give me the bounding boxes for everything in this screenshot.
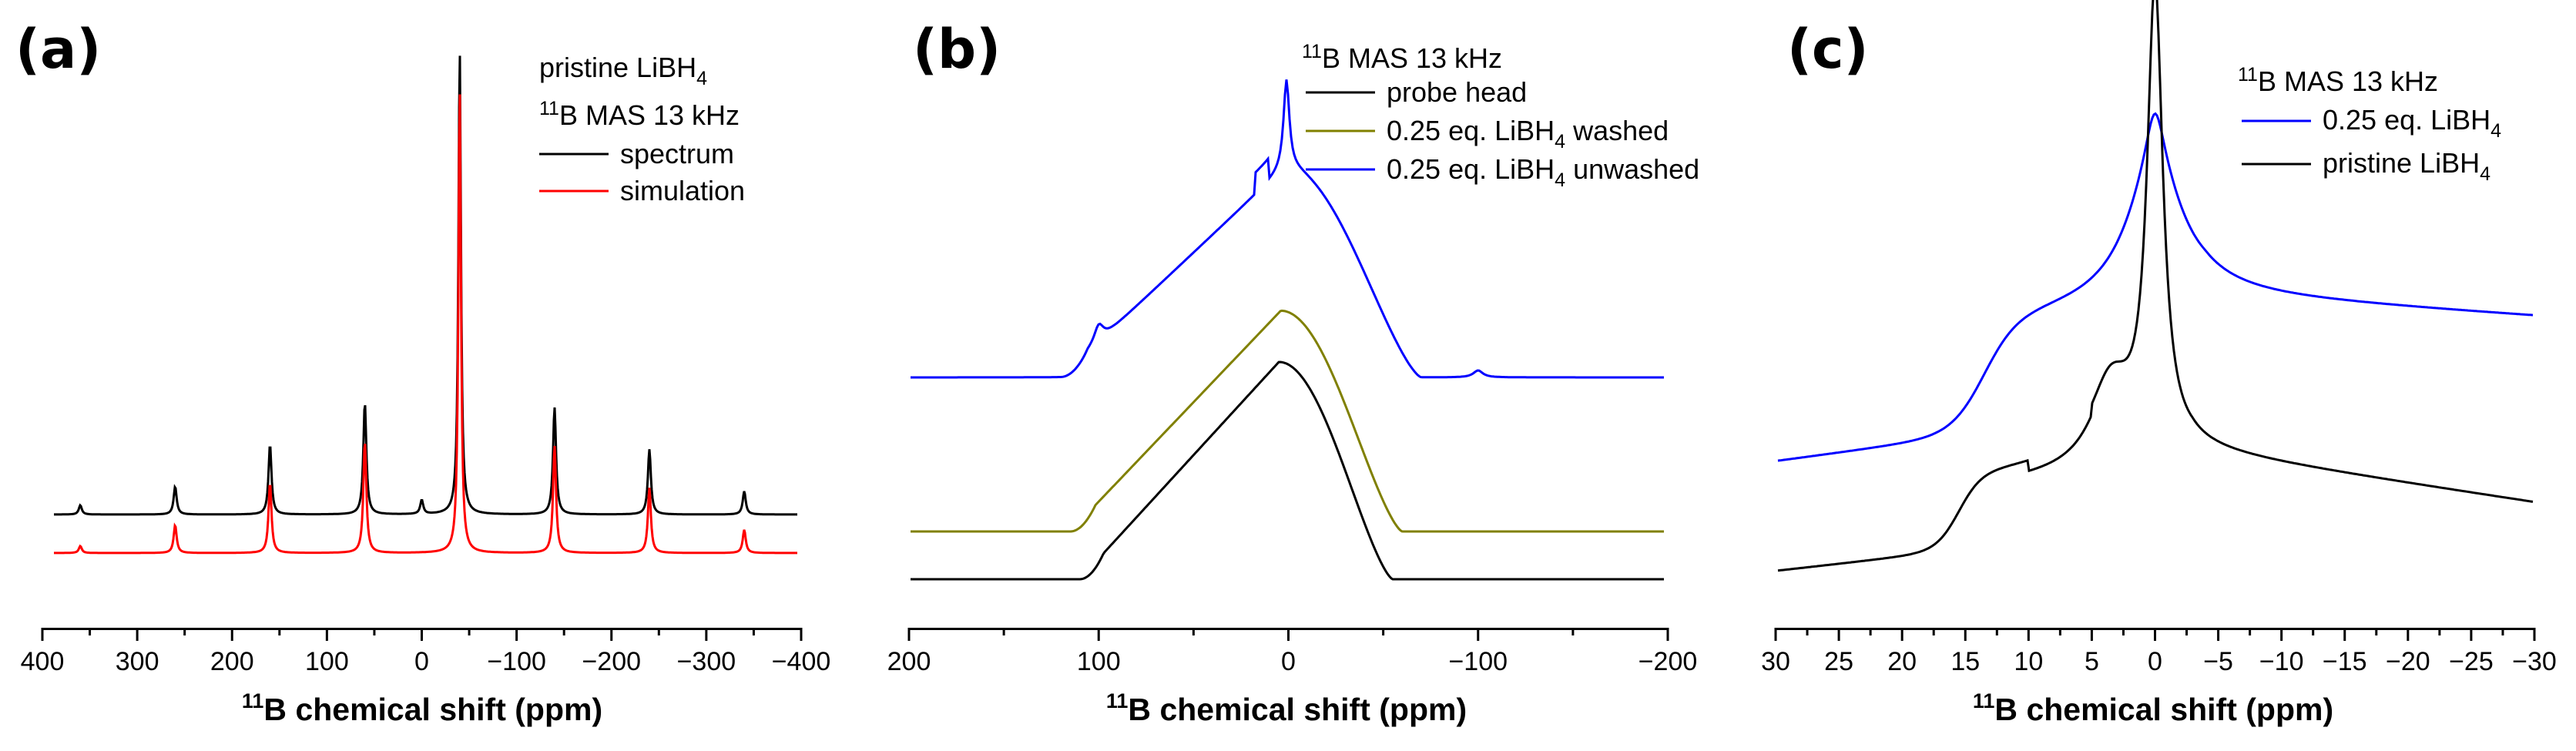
panel-a-legend-title-1: pristine LiBH4 <box>539 52 707 89</box>
panel-a-x-axis-title: 11B chemical shift (ppm) <box>242 689 602 727</box>
tick-label: −30 <box>2512 647 2557 676</box>
panel-a: (a) 400 300 200 100 0 −100 −200 −300 −400 11B ch… <box>15 18 830 727</box>
tick-label: 400 <box>21 647 65 676</box>
tick-label: 100 <box>305 647 349 676</box>
panel-c-label: (c) <box>1787 18 1868 81</box>
panel-c-legend-label-treated: 0.25 eq. LiBH4 <box>2323 104 2501 142</box>
panel-a-legend-label-spectrum: spectrum <box>620 138 734 169</box>
tick-label: 0 <box>414 647 429 676</box>
panel-c-ticks: 30 25 20 15 10 5 0 −5 −10 −15 −20 −25 −30 <box>1761 628 2557 676</box>
tick-label: 5 <box>2085 647 2099 676</box>
series-line-spectrum <box>54 55 797 516</box>
panel-b-legend-label-washed: 0.25 eq. LiBH4 washed <box>1387 115 1669 153</box>
panel-b-legend-label-probe: probe head <box>1387 76 1527 108</box>
tick-label: 0 <box>1281 647 1296 676</box>
tick-label: 200 <box>887 647 931 676</box>
panel-b-legend-title: 11B MAS 13 kHz <box>1302 41 1502 74</box>
series-line-simulation <box>54 94 797 555</box>
panel-c-legend-label-pristine: pristine LiBH4 <box>2323 147 2490 185</box>
tick-label: −20 <box>2386 647 2430 676</box>
series-line-0 <box>911 360 1664 581</box>
tick-label: 15 <box>1950 647 1980 676</box>
panel-c-series <box>1777 0 2534 572</box>
tick-label: −300 <box>677 647 736 676</box>
tick-label: 25 <box>1824 647 1853 676</box>
panel-b-label: (b) <box>913 18 1001 81</box>
tick-label: −100 <box>1448 647 1508 676</box>
panel-a-legend-title-2: 11B MAS 13 kHz <box>539 98 740 131</box>
tick-label: −200 <box>1639 647 1698 676</box>
series-line-1 <box>911 309 1664 533</box>
tick-label: 200 <box>210 647 254 676</box>
panel-a-series <box>54 55 797 555</box>
panel-b-series <box>911 79 1664 581</box>
tick-label: 30 <box>1761 647 1790 676</box>
panel-a-legend: pristine LiBH4 11B MAS 13 kHz spectrum s… <box>539 52 745 206</box>
panel-c: (c) 30 25 20 15 10 5 0 −5 −10 −15 −20 −25 −30 11B ch… <box>1761 0 2557 727</box>
panel-b: (b) 200 100 0 −100 −200 11B chemical shift (… <box>887 18 1700 727</box>
series-line-2 <box>911 79 1664 379</box>
panel-a-legend-label-simulation: simulation <box>620 175 745 206</box>
panel-b-ticks: 200 100 0 −100 −200 <box>887 628 1698 676</box>
panel-c-legend: 11B MAS 13 kHz 0.25 eq. LiBH4 pristine L… <box>2238 64 2501 185</box>
panel-c-x-axis-title: 11B chemical shift (ppm) <box>1973 689 2333 727</box>
tick-label: −15 <box>2323 647 2367 676</box>
tick-label: −400 <box>772 647 831 676</box>
tick-label: −25 <box>2449 647 2494 676</box>
tick-label: −100 <box>487 647 546 676</box>
panel-b-x-axis-title: 11B chemical shift (ppm) <box>1106 689 1467 727</box>
tick-label: 300 <box>116 647 159 676</box>
tick-label: 0 <box>2148 647 2162 676</box>
panel-a-label: (a) <box>15 18 101 81</box>
panel-b-legend-label-unwashed: 0.25 eq. LiBH4 unwashed <box>1387 153 1699 191</box>
tick-label: 10 <box>2014 647 2043 676</box>
panel-c-legend-title: 11B MAS 13 kHz <box>2238 64 2438 97</box>
tick-label: −10 <box>2259 647 2304 676</box>
panel-a-ticks: 400 300 200 100 0 −100 −200 −300 −400 <box>21 628 831 676</box>
series-line-1 <box>1777 0 2534 572</box>
tick-label: −5 <box>2203 647 2233 676</box>
tick-label: 100 <box>1077 647 1121 676</box>
panel-b-legend: 11B MAS 13 kHz probe head 0.25 eq. LiBH4… <box>1302 41 1699 191</box>
series-line-0 <box>1777 112 2534 462</box>
tick-label: −200 <box>582 647 641 676</box>
tick-label: 20 <box>1887 647 1917 676</box>
